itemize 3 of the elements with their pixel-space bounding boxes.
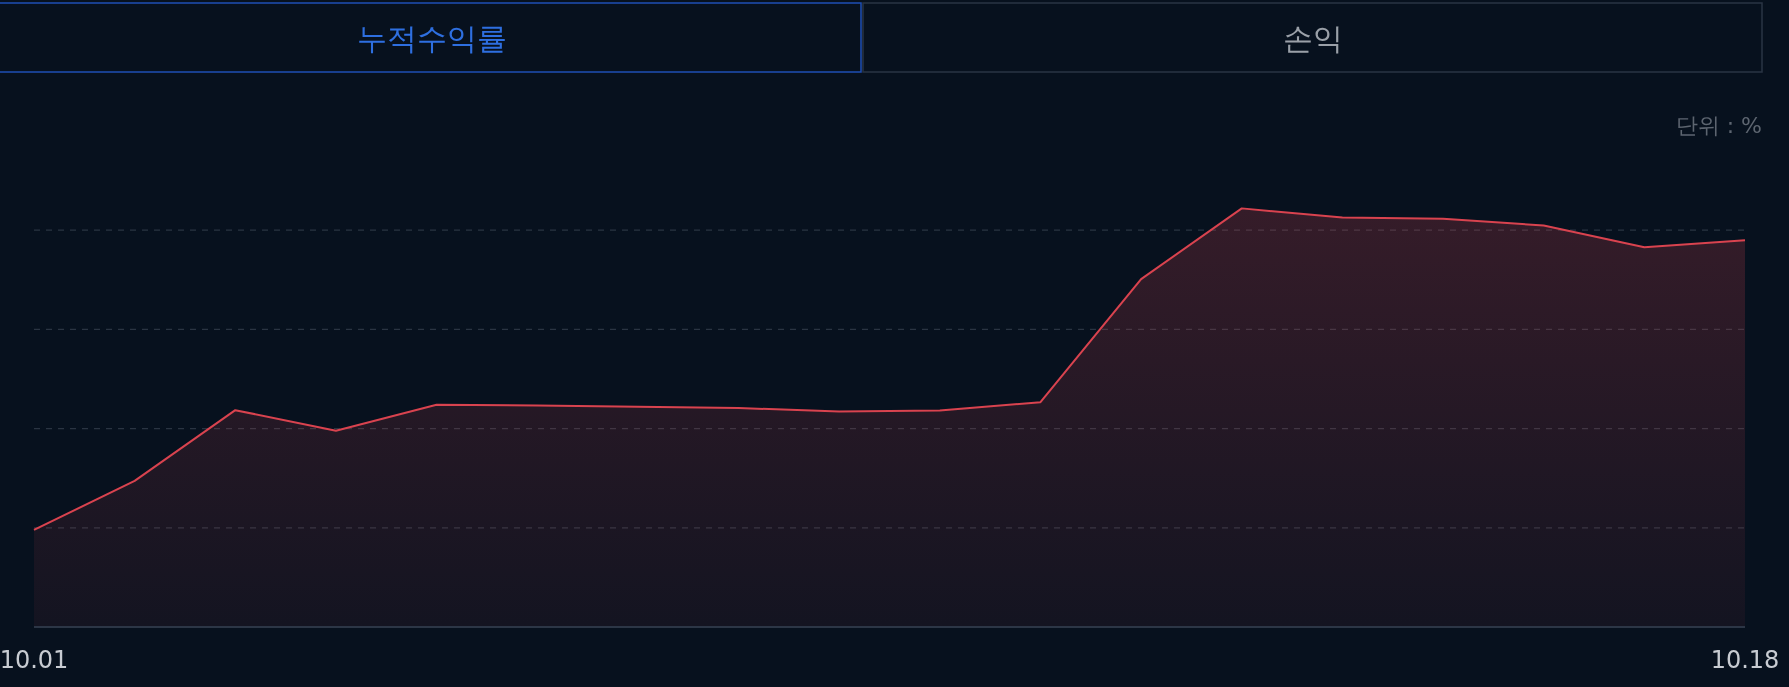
- x-tick-label: 10.01: [0, 646, 69, 674]
- y-axis-title: 단위 : %: [1675, 113, 1762, 138]
- x-tick-label: 10.18: [1710, 646, 1780, 674]
